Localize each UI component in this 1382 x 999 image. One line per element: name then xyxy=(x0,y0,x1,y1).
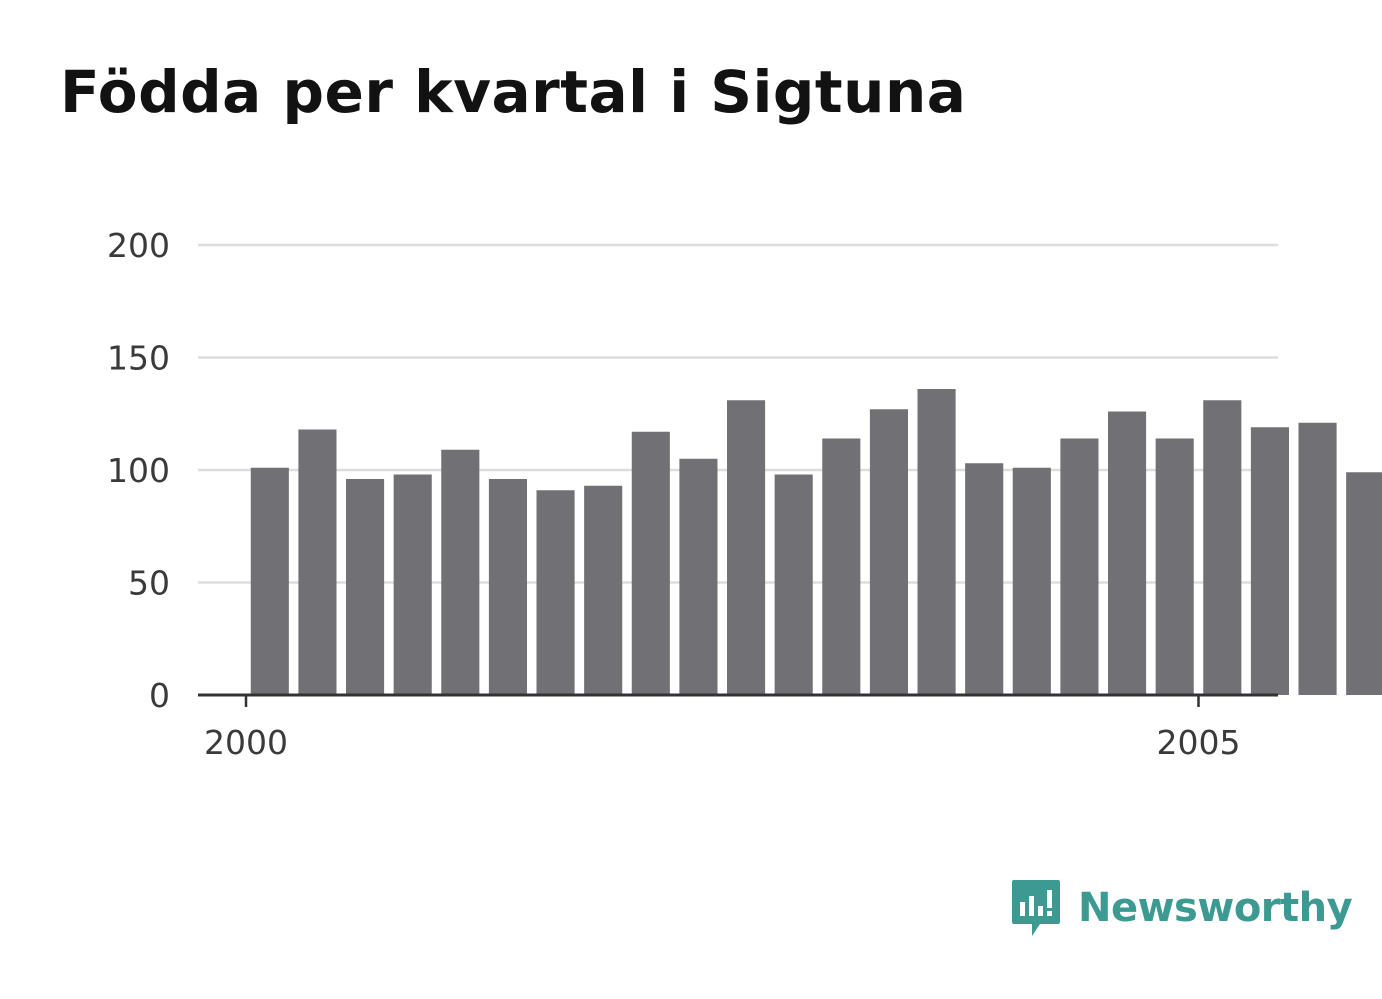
bar xyxy=(822,438,861,695)
bar xyxy=(584,485,623,695)
bar-chart: 050100150200166200020052010201520202025 xyxy=(107,226,1382,762)
bars xyxy=(250,389,1382,695)
bar xyxy=(393,474,432,695)
bar xyxy=(1155,438,1194,695)
bar xyxy=(1346,472,1382,695)
x-tick-label: 2005 xyxy=(1157,723,1241,762)
bar xyxy=(1060,438,1099,695)
bar xyxy=(774,474,813,695)
bar xyxy=(869,409,908,695)
bar xyxy=(679,458,718,695)
bar xyxy=(1250,427,1289,695)
bar xyxy=(1298,422,1337,695)
bar xyxy=(1012,467,1051,695)
bar xyxy=(298,429,337,695)
bar xyxy=(441,449,480,695)
bar xyxy=(917,389,956,695)
bar xyxy=(1108,411,1147,695)
y-tick-label: 50 xyxy=(128,564,170,603)
labels: 050100150200166200020052010201520202025 xyxy=(107,226,1241,762)
bar xyxy=(727,400,766,695)
chart-title: Födda per kvartal i Sigtuna xyxy=(60,58,967,126)
bar xyxy=(631,431,670,695)
brand-logo: Newsworthy xyxy=(1010,878,1353,938)
bar xyxy=(346,479,385,695)
newsworthy-logo-icon xyxy=(1012,880,1060,936)
y-tick-label: 100 xyxy=(107,451,170,490)
bar xyxy=(1203,400,1242,695)
bar xyxy=(488,479,527,695)
y-tick-label: 200 xyxy=(107,226,170,265)
axes xyxy=(198,693,1278,707)
y-tick-label: 0 xyxy=(149,676,170,715)
bar xyxy=(250,467,289,695)
y-tick-label: 150 xyxy=(107,339,170,378)
bar xyxy=(536,490,575,695)
bar xyxy=(965,463,1004,695)
x-tick-label: 2000 xyxy=(204,723,288,762)
brand-name: Newsworthy xyxy=(1078,885,1353,931)
